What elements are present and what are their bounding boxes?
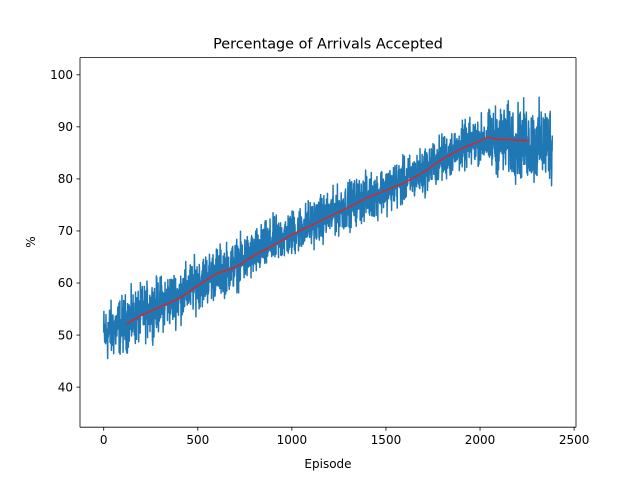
y-tick-label: 100 [50,68,73,82]
x-tick-label: 2500 [559,433,590,447]
y-tick-label: 50 [58,328,73,342]
y-tick-label: 70 [58,224,73,238]
x-axis-label: Episode [304,457,351,471]
plot-area [102,96,554,360]
y-tick-label: 60 [58,276,73,290]
x-tick-label: 1000 [277,433,308,447]
x-tick-label: 2000 [465,433,496,447]
axes-frame [79,57,577,428]
x-tick-label: 0 [100,433,108,447]
y-tick-label: 40 [58,380,73,394]
x-tick-label: 1500 [371,433,402,447]
y-axis-label: % [24,236,38,247]
y-tick-label: 90 [58,120,73,134]
x-tick-label: 500 [186,433,209,447]
series-moving-average-line [125,136,530,325]
x-axis: 0 500 1000 1500 2000 2500 [100,427,590,447]
y-axis: 40 50 60 70 80 90 100 [50,68,80,394]
y-tick-label: 80 [58,172,73,186]
chart-title: Percentage of Arrivals Accepted [213,37,443,53]
